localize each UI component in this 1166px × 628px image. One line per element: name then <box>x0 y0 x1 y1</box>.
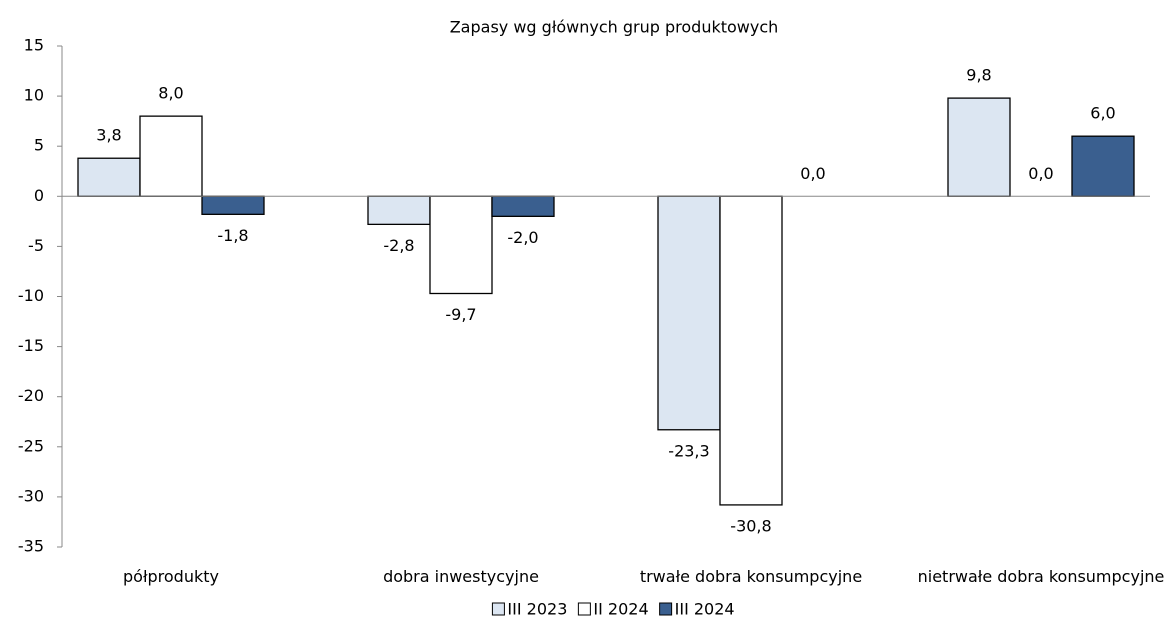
y-tick-label: -25 <box>18 436 44 455</box>
legend-label: III 2023 <box>507 600 567 619</box>
y-tick-label: -10 <box>18 286 44 305</box>
y-tick-label: -30 <box>18 486 44 505</box>
value-label: 6,0 <box>1090 104 1115 123</box>
y-tick-label: -35 <box>18 537 44 556</box>
y-tick-label: -20 <box>18 386 44 405</box>
value-label: 8,0 <box>158 84 183 103</box>
x-tick-label: trwałe dobra konsumpcyjne <box>639 567 863 586</box>
y-tick-label: 5 <box>34 136 44 155</box>
y-tick-label: 15 <box>24 36 44 55</box>
value-label: 0,0 <box>1028 164 1053 183</box>
value-label: -2,8 <box>383 236 414 255</box>
legend-swatch <box>491 602 505 616</box>
bar <box>1071 135 1135 197</box>
x-tick-label: dobra inwestycyjne <box>383 567 539 586</box>
bar <box>657 195 721 431</box>
y-tick-label: 0 <box>34 186 44 205</box>
x-tick-label: półprodukty <box>123 567 219 586</box>
value-label: -2,0 <box>507 228 538 247</box>
legend-swatch <box>659 602 673 616</box>
value-label: -9,7 <box>445 305 476 324</box>
bar <box>947 97 1011 197</box>
value-label: -30,8 <box>730 516 771 535</box>
chart-title: Zapasy wg głównych grup produktowych <box>450 18 779 37</box>
legend-swatch <box>577 602 591 616</box>
y-tick-label: 10 <box>24 86 44 105</box>
legend-label: III 2024 <box>675 600 735 619</box>
bar <box>429 195 493 295</box>
value-label: -1,8 <box>217 226 248 245</box>
y-tick-label: -5 <box>28 236 44 255</box>
bar <box>367 195 431 226</box>
value-label: 9,8 <box>966 66 991 85</box>
bar <box>139 115 203 197</box>
y-tick-label: -15 <box>18 336 44 355</box>
bar <box>77 157 141 197</box>
bar <box>201 195 265 215</box>
x-tick-label: nietrwałe dobra konsumpcyjne <box>917 567 1165 586</box>
legend-label: II 2024 <box>593 600 648 619</box>
bar <box>719 195 783 506</box>
bar <box>491 195 555 217</box>
value-label: 0,0 <box>800 164 825 183</box>
value-label: 3,8 <box>96 126 121 145</box>
value-label: -23,3 <box>668 441 709 460</box>
